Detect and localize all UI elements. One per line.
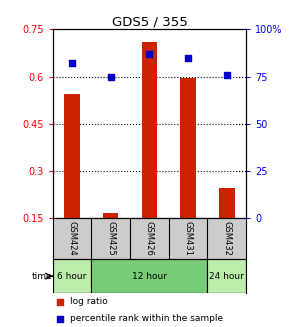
Text: GSM424: GSM424: [68, 221, 76, 256]
Point: [70, 61, 74, 66]
Bar: [219, 188, 234, 218]
Point: [58, 299, 63, 304]
Point: [147, 51, 152, 57]
Bar: [53, 259, 91, 293]
Text: GSM425: GSM425: [106, 221, 115, 256]
Title: GDS5 / 355: GDS5 / 355: [112, 15, 187, 28]
Text: GSM432: GSM432: [222, 221, 231, 256]
Text: time: time: [31, 272, 52, 281]
Bar: [207, 259, 246, 293]
Text: 12 hour: 12 hour: [132, 272, 167, 281]
Bar: [64, 94, 80, 218]
Point: [186, 55, 190, 60]
Text: log ratio: log ratio: [70, 297, 108, 306]
Text: 6 hour: 6 hour: [57, 272, 87, 281]
Point: [224, 72, 229, 77]
Text: GSM431: GSM431: [184, 221, 193, 256]
Text: GSM426: GSM426: [145, 221, 154, 256]
Point: [108, 74, 113, 79]
Bar: [180, 78, 196, 218]
Bar: [142, 42, 157, 218]
Text: 24 hour: 24 hour: [209, 272, 244, 281]
Bar: [91, 259, 207, 293]
Text: percentile rank within the sample: percentile rank within the sample: [70, 314, 223, 323]
Point: [58, 316, 63, 321]
Bar: [103, 213, 118, 218]
